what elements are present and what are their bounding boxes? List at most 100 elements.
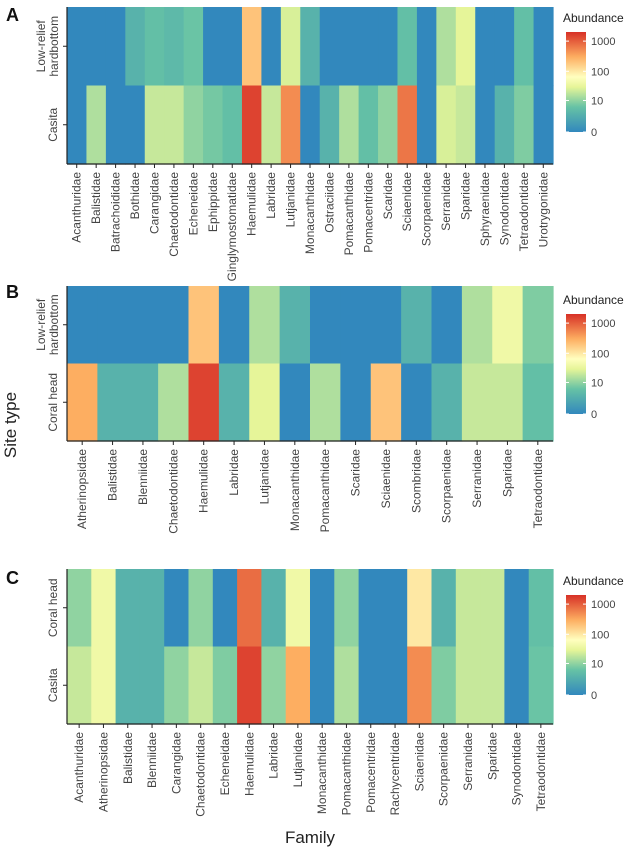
panel-letter: C (6, 568, 19, 588)
heatmap-cell (188, 286, 220, 365)
panel-letter: B (6, 282, 19, 302)
heatmap-cell (280, 85, 301, 165)
x-tick-label: Chaetodontidae (166, 449, 180, 534)
heatmap-cell (300, 7, 321, 87)
heatmap-cell (144, 7, 165, 87)
x-tick-label: Monacanthidae (303, 172, 317, 254)
heatmap-cell (237, 646, 262, 725)
x-tick-label: Atherinopsidae (75, 449, 89, 529)
x-tick-label: Pomacanthidae (339, 732, 353, 816)
heatmap-cell (382, 569, 408, 648)
y-tick-label: Low-reliefhardbottom (34, 294, 61, 355)
heatmap-cell (436, 85, 457, 165)
heatmap-cell (407, 569, 433, 648)
heatmap-cell (91, 646, 117, 725)
heatmap-cell (125, 85, 146, 165)
heatmap-cell (261, 7, 282, 87)
x-tick-label: Tetraodontidae (534, 732, 548, 812)
heatmap-cell (164, 569, 190, 648)
x-tick-label: Balistidae (89, 172, 103, 224)
x-tick-label: Lutjanidae (257, 449, 271, 505)
heatmap-cell (401, 363, 433, 442)
x-tick-label: Ginglymostomatidae (225, 172, 239, 282)
heatmap-cell (455, 85, 476, 165)
panel-A: A Low-reliefhardbottom Casita Acanthuridae B… (6, 5, 624, 281)
x-tick-label: Balistidae (106, 449, 120, 501)
legend-tick-label: 1000 (591, 599, 615, 611)
x-tick-label: Scombridae (409, 449, 423, 513)
heatmap-cell (358, 7, 379, 87)
heatmap-cell (212, 569, 238, 648)
heatmap-cell (144, 85, 165, 165)
heatmap-cell (358, 85, 379, 165)
x-tick-label: Serranidae (470, 449, 484, 508)
x-tick-label: Synodontidae (510, 732, 524, 806)
heatmap-cell (86, 85, 107, 165)
x-tick-label: Batrachoididae (109, 172, 123, 252)
x-tick-label: Sciaenidae (412, 732, 426, 792)
heatmap-cell (67, 286, 98, 365)
heatmap-cell (358, 646, 384, 725)
figure-ylabel: Site type (1, 392, 20, 458)
heatmap-cell (115, 569, 141, 648)
x-tick-label: Sciaenidae (400, 172, 414, 232)
heatmap-cell (86, 7, 107, 87)
heatmap-cell (67, 85, 88, 165)
heatmap-cell (480, 646, 505, 725)
heatmap-cell (431, 286, 463, 365)
heatmap-cell (183, 85, 204, 165)
heatmap-cell (397, 7, 418, 87)
heatmap-cell (203, 85, 224, 165)
heatmap-cell (492, 363, 524, 442)
heatmap-cell (416, 85, 437, 165)
heatmap-cell (436, 7, 457, 87)
heatmap-cell (382, 646, 408, 725)
y-tick-label: Low-reliefhardbottom (34, 16, 61, 77)
heatmap-cell (431, 569, 457, 648)
heatmap-cell (340, 286, 372, 365)
heatmap-cell (378, 7, 399, 87)
x-tick-label: Blenniidae (136, 449, 150, 505)
x-tick-label: Bothidae (128, 172, 142, 220)
heatmap-cell (514, 85, 535, 165)
heatmap-cell (97, 286, 129, 365)
heatmap-cell (461, 286, 493, 365)
heatmap-cell (397, 85, 418, 165)
heatmap-cell (340, 363, 372, 442)
heatmap-cell (241, 85, 262, 165)
heatmap-cell (203, 7, 224, 87)
legend-colorbar (566, 314, 586, 414)
x-tick-label: Echeneidae (218, 732, 232, 796)
heatmap-cell (280, 7, 301, 87)
x-tick-label: Pomacentridae (361, 172, 375, 253)
heatmap-cell (310, 569, 335, 648)
heatmap-cell (475, 85, 496, 165)
x-tick-label: Serranidae (439, 172, 453, 231)
legend-tick-label: 10 (591, 377, 603, 389)
x-tick-label: Serranidae (461, 732, 475, 791)
heatmap-cell (67, 569, 92, 648)
x-tick-label: Sciaenidae (379, 449, 393, 509)
heatmap-cell (127, 363, 159, 442)
heatmap-cell (334, 646, 360, 725)
legend-title: Abundance (563, 293, 624, 307)
heatmap-cell (494, 7, 515, 87)
y-tick-label: Casita (46, 107, 60, 141)
heatmap-cell (139, 646, 165, 725)
legend-tick-label: 10 (591, 95, 603, 107)
legend-tick-label: 100 (591, 629, 609, 641)
heatmap-cell (261, 646, 287, 725)
heatmap-cell (461, 363, 493, 442)
legend-tick-label: 0 (591, 690, 597, 702)
heatmap-cell (164, 646, 190, 725)
x-tick-label: Tetraodontidae (531, 449, 545, 529)
heatmap-cell (455, 7, 476, 87)
x-tick-label: Echeneidae (186, 172, 200, 236)
x-tick-label: Ostraciidae (322, 172, 336, 233)
x-tick-label: Rachycentridae (388, 732, 402, 816)
panel-C: C Coral head Casita Acanthuridae Atherinopsi… (6, 568, 624, 817)
x-tick-label: Tetraodontidae (517, 172, 531, 252)
x-tick-label: Labridae (227, 449, 241, 496)
x-tick-label: Chaetodontidae (194, 732, 208, 817)
